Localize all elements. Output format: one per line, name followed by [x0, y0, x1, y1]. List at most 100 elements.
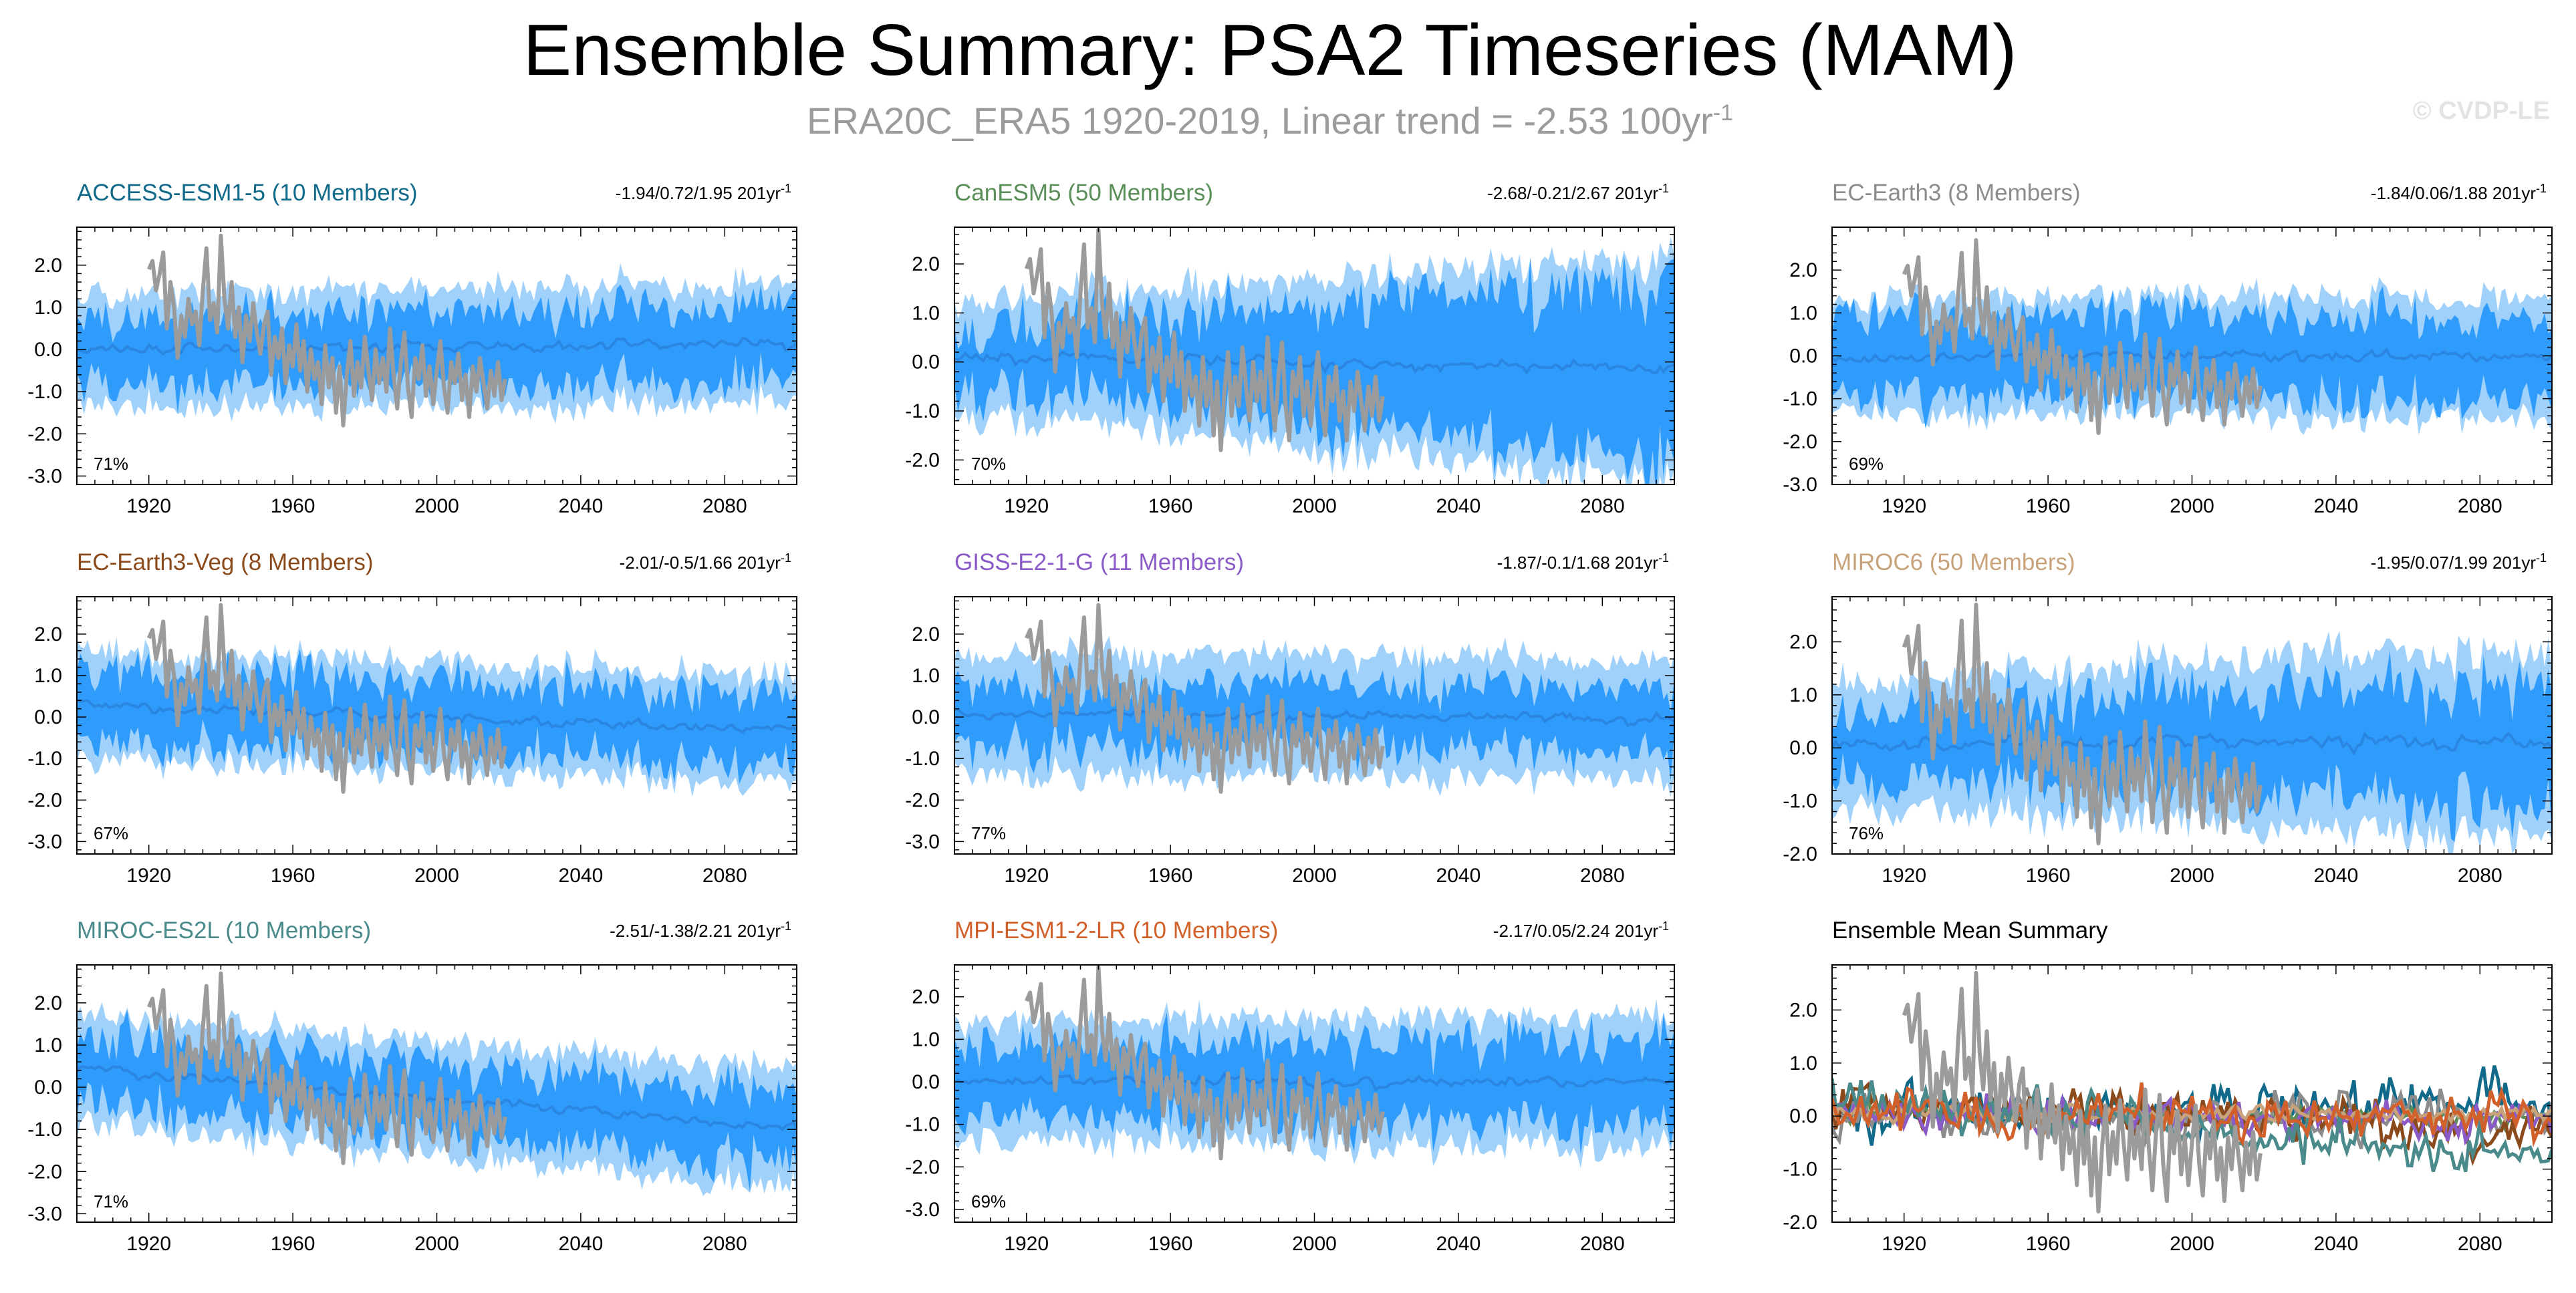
x-tick-label: 2040	[559, 495, 604, 517]
x-tick-label: 2080	[2458, 865, 2502, 887]
x-tick-label: 1920	[1882, 495, 1926, 517]
panel-stats-superscript: -1	[1658, 182, 1669, 195]
y-tick-label: 1.0	[34, 665, 62, 687]
figure-title: Ensemble Summary: PSA2 Timeseries (MAM)	[523, 9, 2017, 91]
x-tick-label: 1920	[126, 865, 171, 887]
panel-stats: -1.87/-0.1/1.68 201yr-1	[1497, 551, 1669, 573]
y-tick-label: 0.0	[912, 351, 940, 374]
observations-line	[1024, 965, 1385, 1161]
x-tick-label: 1960	[271, 495, 315, 517]
x-tick-label: 2040	[559, 1233, 604, 1255]
x-tick-label: 2080	[702, 495, 747, 517]
y-tick-label: -1.0	[905, 748, 940, 770]
figure-subtitle: ERA20C_ERA5 1920-2019, Linear trend = -2…	[807, 100, 1733, 142]
y-tick-label: 2.0	[1789, 631, 1817, 653]
x-tick-label: 2040	[2314, 1233, 2359, 1255]
panel-title: GISS-E2-1-G (11 Members)	[954, 549, 1244, 575]
ensemble-mean-line	[77, 336, 797, 355]
percent-label: 71%	[94, 1191, 128, 1211]
percent-label: 70%	[971, 454, 1006, 474]
x-tick-label: 1960	[271, 1233, 315, 1255]
ensemble-mean-line	[77, 699, 797, 734]
x-tick-label: 2040	[2314, 495, 2359, 517]
y-tick-label: -1.0	[905, 1114, 940, 1136]
y-tick-label: -1.0	[905, 400, 940, 422]
panel-title: EC-Earth3-Veg (8 Members)	[77, 549, 373, 575]
x-tick-label: 1920	[1882, 865, 1926, 887]
y-tick-label: 0.0	[34, 1076, 62, 1099]
y-tick-label: -3.0	[27, 465, 62, 487]
x-tick-label: 2080	[702, 865, 747, 887]
x-tick-label: 2040	[1436, 865, 1481, 887]
y-tick-label: 1.0	[1789, 684, 1817, 706]
x-tick-label: 2000	[1292, 865, 1337, 887]
x-tick-label: 2000	[2170, 865, 2214, 887]
y-tick-label: 1.0	[1789, 302, 1817, 324]
panel-ensemble-mean-summary: 1920 1960 2000 2040 2080 2.0 1.0 0.0 -1.0 -2.0 Ens…	[1783, 917, 2553, 1255]
y-tick-label: -2.0	[1783, 1211, 1817, 1234]
percent-label: 77%	[971, 823, 1006, 843]
y-tick-label: -3.0	[905, 831, 940, 853]
plot-area	[1832, 970, 2552, 1214]
panel-mpi-esm1-2-lr: 1920 1960 2000 2040 2080 2.0 1.0 0.0 -1.0 -2.0 -3.…	[905, 917, 1675, 1255]
panel-title: MPI-ESM1-2-LR (10 Members)	[954, 917, 1278, 944]
y-tick-label: 0.0	[34, 706, 62, 728]
panel-stats: -1.94/0.72/1.95 201yr-1	[616, 182, 791, 203]
observations-line	[146, 233, 507, 428]
subtitle-superscript: -1	[1713, 100, 1733, 126]
panel-stats-superscript: -1	[1658, 919, 1669, 933]
plot-area	[77, 603, 797, 797]
panel-access-esm1-5: 1920 1960 2000 2040 2080 2.0 1.0 0.0 -1.0 -2.0 -3.…	[27, 180, 797, 517]
x-tick-label: 2000	[2170, 495, 2214, 517]
plot-area	[1832, 602, 2552, 854]
panel-stats-text: -1.95/0.07/1.99 201yr	[2371, 553, 2537, 573]
panel-stats-superscript: -1	[781, 182, 791, 195]
x-tick-label: 2080	[1580, 1233, 1625, 1255]
panel-miroc-es2l: 1920 1960 2000 2040 2080 2.0 1.0 0.0 -1.0 -2.0 -3.…	[27, 917, 797, 1255]
percent-label: 71%	[94, 454, 128, 474]
panel-stats-superscript: -1	[781, 919, 791, 933]
y-tick-label: 2.0	[912, 253, 940, 275]
panel-stats-text: -1.94/0.72/1.95 201yr	[616, 183, 781, 203]
y-tick-label: 0.0	[912, 1071, 940, 1093]
observations-line	[1902, 602, 2263, 846]
x-tick-label: 1920	[1004, 495, 1049, 517]
panel-title: ACCESS-ESM1-5 (10 Members)	[77, 180, 418, 206]
panel-stats-text: -2.68/-0.21/2.67 201yr	[1487, 183, 1658, 203]
panel-title: Ensemble Mean Summary	[1832, 917, 2108, 944]
y-tick-label: 2.0	[34, 623, 62, 645]
plot-area	[954, 965, 1674, 1169]
y-tick-label: 1.0	[912, 302, 940, 324]
x-tick-label: 2000	[414, 1233, 459, 1255]
y-tick-label: 0.0	[912, 706, 940, 728]
panel-title: MIROC6 (50 Members)	[1832, 549, 2075, 575]
plot-area	[77, 971, 797, 1198]
panel-stats-text: -2.51/-1.38/2.21 201yr	[610, 921, 781, 941]
percent-label: 76%	[1849, 823, 1884, 843]
x-tick-label: 1920	[1004, 1233, 1049, 1255]
plot-area	[77, 233, 797, 428]
x-tick-label: 2040	[1436, 1233, 1481, 1255]
panel-stats-text: -2.01/-0.5/1.66 201yr	[620, 553, 781, 573]
plot-area	[954, 227, 1674, 484]
panel-giss-e2-1-g: 1920 1960 2000 2040 2080 2.0 1.0 0.0 -1.0 -2.0 -3.…	[905, 549, 1675, 887]
x-tick-label: 1960	[1148, 495, 1193, 517]
panel-grid: 1920 1960 2000 2040 2080 2.0 1.0 0.0 -1.0 -2.0 -3.…	[27, 180, 2553, 1255]
observations-line	[1024, 603, 1385, 794]
y-tick-label: 2.0	[1789, 999, 1817, 1021]
y-tick-label: -3.0	[27, 831, 62, 853]
x-tick-label: 1920	[126, 495, 171, 517]
x-tick-label: 1960	[1148, 865, 1193, 887]
panel-stats: -2.17/0.05/2.24 201yr-1	[1493, 919, 1669, 941]
y-tick-label: 2.0	[1789, 259, 1817, 281]
y-tick-label: 0.0	[1789, 1105, 1817, 1127]
y-tick-label: -2.0	[27, 423, 62, 445]
y-tick-label: -2.0	[905, 1156, 940, 1178]
ensemble-mean-line	[954, 350, 1674, 375]
panel-stats-superscript: -1	[1658, 551, 1669, 565]
y-tick-label: -2.0	[27, 1161, 62, 1183]
panel-stats-superscript: -1	[2536, 551, 2547, 565]
inner-spread-band	[1832, 285, 2552, 429]
panel-miroc6: 1920 1960 2000 2040 2080 2.0 1.0 0.0 -1.0 -2.0 MIR…	[1783, 549, 2553, 887]
